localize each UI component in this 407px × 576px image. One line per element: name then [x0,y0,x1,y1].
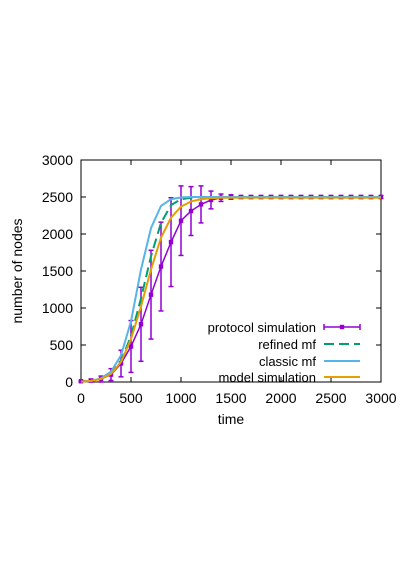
legend-swatch-point [339,324,345,330]
legend: protocol simulation refined mf classic mfm… [208,320,361,385]
y-axis-label: number of nodes [9,218,25,323]
y-axis-ticks: 0 500 1000 1500 2000 2500 3000 [42,152,381,390]
series-line-protocol-simulation [80,196,381,383]
data-point [168,239,174,245]
x-tick-label: 2000 [265,390,296,406]
legend-label-refined-mf: refined mf [258,337,316,352]
data-point [198,202,204,207]
data-point [138,322,144,327]
y-tick-label: 0 [65,374,73,390]
x-tick-label: 2500 [315,390,346,406]
x-tick-label: 3000 [365,390,396,406]
legend-label-protocol-simulation: protocol simulation [208,320,316,335]
y-tick-label: 3000 [42,152,73,168]
x-tick-label: 1000 [165,390,196,406]
y-tick-label: 1500 [42,263,73,279]
series-refined-mf [80,196,381,383]
x-tick-label: 1500 [215,390,246,406]
series-model-simulation [80,196,381,383]
series-line-refined-mf [80,196,381,383]
x-tick-label: 500 [119,390,143,406]
y-tick-label: 2500 [42,189,73,205]
data-point [148,292,154,297]
legend-label-model-simulation: model simulation [218,370,316,385]
y-tick-label: 1000 [42,300,73,316]
y-tick-label: 2000 [42,226,73,242]
legend-label-classic-mf: classic mf [259,354,316,369]
data-point [208,197,214,203]
data-point [178,218,184,223]
data-point [158,264,164,269]
series-line-model-simulation [80,196,381,383]
data-point [128,344,134,349]
x-tick-label: 0 [77,390,85,406]
x-axis-label: time [218,411,245,427]
y-tick-label: 500 [50,337,74,353]
x-axis-ticks: 0 500 1000 1500 2000 2500 3000 [77,160,397,406]
series-layer [78,185,384,384]
data-point [188,208,194,214]
